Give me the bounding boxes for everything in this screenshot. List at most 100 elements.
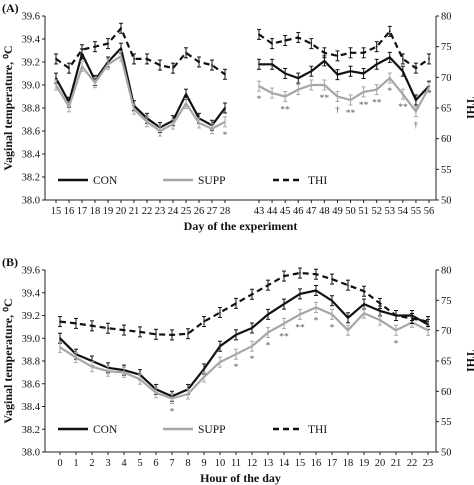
- significance-mark: **: [295, 323, 305, 333]
- data-point-supp: [299, 313, 301, 316]
- y-tick-label: 38.4: [22, 402, 41, 413]
- y2-tick-label: 75: [441, 296, 452, 307]
- x-axis-title: Hour of the day: [200, 471, 281, 485]
- data-point-thi: [185, 51, 187, 54]
- significance-mark: **: [359, 101, 369, 111]
- data-point-thi: [267, 284, 269, 287]
- x-tick-label: 44: [267, 206, 278, 217]
- data-point-con: [219, 345, 221, 348]
- data-point-thi: [363, 290, 365, 293]
- y2-tick-label: 55: [441, 165, 452, 176]
- data-point-supp: [211, 127, 213, 130]
- significance-mark: *: [223, 131, 228, 141]
- data-point-thi: [428, 58, 430, 60]
- data-point-thi: [155, 333, 157, 336]
- y-tick-label: 38.2: [22, 425, 40, 436]
- data-point-supp: [146, 120, 148, 123]
- data-point-thi: [139, 330, 141, 333]
- legend-label: CON: [93, 424, 118, 436]
- data-point-con: [258, 63, 260, 66]
- data-point-con: [297, 77, 300, 79]
- data-point-supp: [388, 77, 391, 79]
- data-point-con: [267, 313, 269, 316]
- data-point-thi: [375, 45, 378, 48]
- significance-mark: †: [335, 106, 340, 116]
- data-point-con: [283, 303, 285, 306]
- data-point-supp: [133, 108, 135, 111]
- data-point-thi: [379, 302, 381, 305]
- data-point-supp: [203, 376, 205, 378]
- x-tick-label: 48: [319, 206, 330, 217]
- data-point-con: [347, 316, 349, 319]
- data-point-con: [224, 107, 226, 109]
- y-tick-label: 39.0: [22, 81, 40, 92]
- data-point-thi: [187, 332, 189, 335]
- series-line-con: [55, 47, 226, 129]
- data-point-thi: [331, 278, 333, 280]
- data-point-con: [299, 292, 301, 295]
- data-point-supp: [75, 356, 77, 359]
- y2-tick-label: 70: [441, 73, 452, 84]
- x-tick-label: 19: [359, 458, 370, 469]
- data-point-supp: [297, 88, 300, 91]
- y2-tick-label: 80: [441, 12, 452, 23]
- data-point-supp: [123, 371, 125, 374]
- data-point-supp: [395, 329, 397, 332]
- data-point-con: [59, 337, 61, 340]
- significance-mark: **: [279, 332, 289, 342]
- data-point-thi: [159, 64, 161, 66]
- data-point-supp: [323, 84, 326, 86]
- y-tick-label: 39.0: [22, 334, 40, 345]
- significance-mark: **: [372, 99, 382, 109]
- x-tick-label: 23: [423, 458, 434, 469]
- y-tick-label: 38.6: [22, 127, 40, 138]
- data-point-con: [401, 70, 404, 73]
- data-point-supp: [91, 365, 93, 368]
- y-tick-label: 38.4: [22, 150, 41, 161]
- panel-label: (A): [2, 1, 19, 15]
- y-tick-label: 38.2: [22, 173, 40, 184]
- x-tick-label: 45: [280, 206, 291, 217]
- data-point-thi: [235, 302, 237, 305]
- data-point-supp: [235, 353, 237, 356]
- series-line-thi: [258, 30, 430, 70]
- significance-mark: *: [234, 363, 239, 373]
- x-tick-label: 23: [155, 206, 166, 217]
- panel-b: (B) 38.0 38.2 38.4 38.6 38.8 39.0 39.2 39.4 39.6 5…: [1, 255, 474, 485]
- data-point-con: [349, 70, 352, 73]
- y-tick-label: 38.6: [22, 379, 40, 390]
- x-tick-label: 46: [293, 206, 304, 217]
- data-point-con: [362, 72, 365, 75]
- data-point-thi: [123, 329, 125, 331]
- data-point-supp: [336, 95, 339, 98]
- panel-a: (A) 38.0 38.2 38.4 38.6 38.8 39.0 39.2 39.4 39.6 5…: [1, 1, 474, 233]
- data-point-thi: [258, 33, 260, 36]
- x-tick-label: 15: [295, 458, 306, 469]
- data-point-supp: [258, 85, 260, 88]
- y-axis-title: Vaginal temperature, ⁰C: [1, 298, 15, 423]
- data-point-supp: [172, 123, 174, 125]
- significance-mark: *: [330, 323, 335, 333]
- x-tick-label: 19: [103, 206, 114, 217]
- data-point-supp: [224, 120, 226, 123]
- data-point-supp: [155, 391, 157, 394]
- y-tick-label: 38.8: [22, 357, 40, 368]
- data-point-thi: [211, 64, 213, 66]
- data-point-con: [55, 77, 57, 79]
- data-point-supp: [401, 93, 404, 96]
- significance-mark: *: [387, 87, 392, 97]
- data-point-thi: [284, 39, 287, 42]
- x-tick-label: 54: [398, 206, 409, 217]
- data-point-con: [310, 70, 313, 73]
- series-line-supp: [59, 306, 429, 400]
- data-point-con: [185, 93, 187, 96]
- data-point-con: [379, 310, 381, 312]
- x-tick-label: 20: [375, 458, 386, 469]
- significance-mark: *: [314, 317, 319, 327]
- x-tick-label: 27: [207, 206, 218, 217]
- data-point-supp: [198, 122, 200, 124]
- data-point-thi: [349, 51, 352, 54]
- data-point-thi: [362, 51, 365, 54]
- series-line-supp: [55, 55, 226, 133]
- data-point-supp: [107, 63, 109, 66]
